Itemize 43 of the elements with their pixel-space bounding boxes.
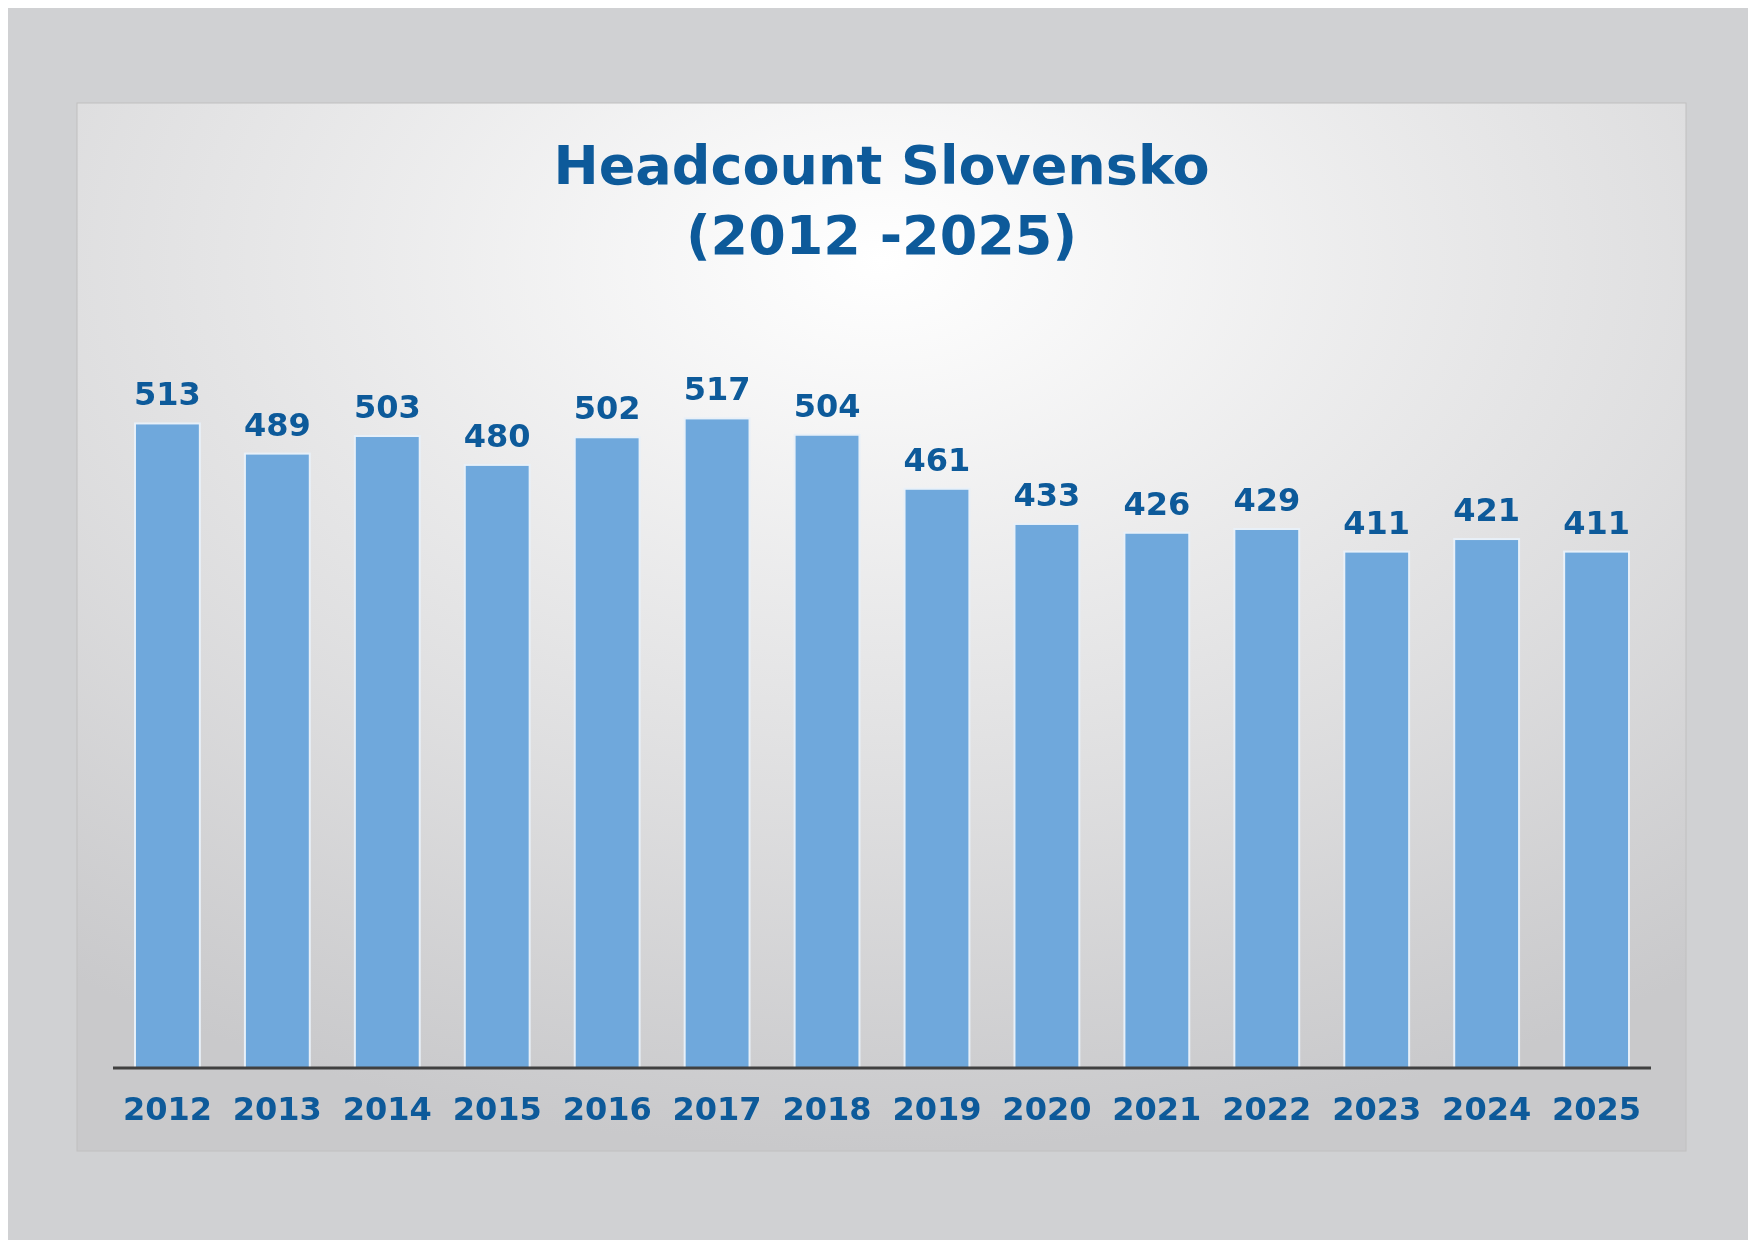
data-label: 433 — [1013, 475, 1081, 514]
data-label: 461 — [903, 440, 971, 479]
bar — [463, 463, 531, 1069]
bar — [1343, 550, 1411, 1069]
bar — [793, 433, 861, 1069]
bar — [353, 435, 421, 1069]
x-tick-label: 2023 — [1332, 1090, 1422, 1128]
x-tick-label: 2013 — [232, 1090, 322, 1128]
bar — [903, 487, 971, 1069]
x-tick-label: 2020 — [1002, 1090, 1092, 1128]
bar — [1013, 522, 1081, 1069]
x-tick-label: 2021 — [1112, 1090, 1202, 1128]
data-label: 411 — [1563, 503, 1630, 542]
x-tick-label: 2015 — [452, 1090, 542, 1128]
data-label: 429 — [1233, 480, 1301, 519]
bar — [243, 452, 311, 1069]
bar — [133, 422, 201, 1069]
bar — [683, 417, 751, 1069]
bar — [1453, 538, 1521, 1069]
data-label: 480 — [463, 416, 531, 455]
bar — [1233, 527, 1301, 1069]
x-tick-label: 2017 — [672, 1090, 762, 1128]
x-tick-label: 2014 — [342, 1090, 432, 1128]
bar — [1123, 531, 1191, 1069]
data-label: 504 — [793, 386, 861, 425]
data-label: 517 — [683, 370, 751, 409]
data-label: 513 — [134, 375, 201, 414]
data-label: 502 — [573, 389, 641, 428]
x-tick-label: 2016 — [562, 1090, 652, 1128]
data-label: 411 — [1343, 503, 1411, 542]
x-tick-label: 2018 — [782, 1090, 872, 1128]
data-label: 503 — [353, 388, 421, 427]
data-label: 426 — [1123, 484, 1191, 523]
bar — [1563, 550, 1631, 1069]
bar — [573, 436, 641, 1069]
x-tick-label: 2024 — [1442, 1090, 1532, 1128]
x-tick-label: 2025 — [1552, 1090, 1642, 1128]
x-tick-label: 2022 — [1222, 1090, 1312, 1128]
data-label: 489 — [243, 405, 311, 444]
chart-title: Headcount Slovensko (2012 -2025) — [553, 134, 1210, 267]
data-label: 421 — [1453, 491, 1521, 530]
x-tick-label: 2019 — [892, 1090, 982, 1128]
x-tick-label: 2012 — [122, 1090, 212, 1128]
